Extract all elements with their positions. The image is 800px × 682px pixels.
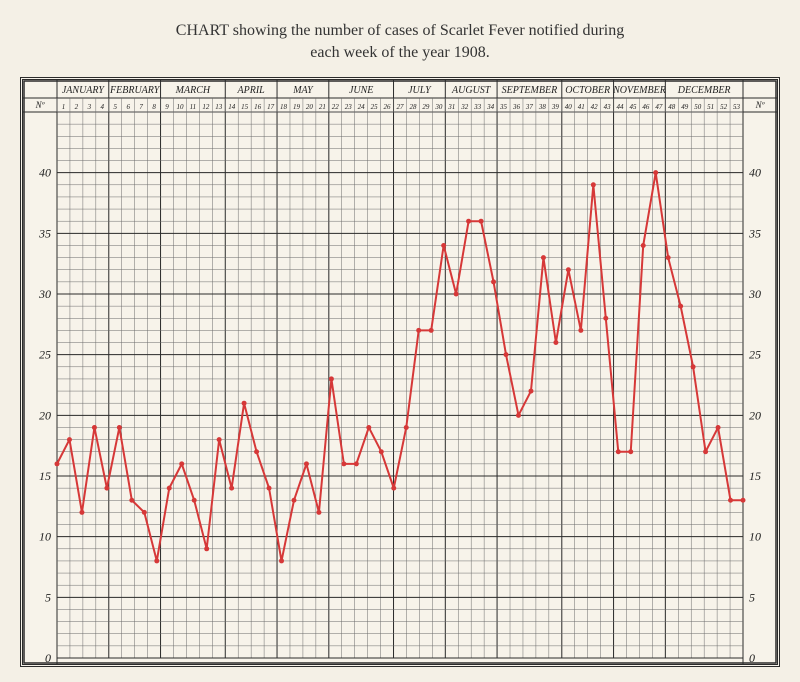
svg-text:35: 35 [38, 227, 51, 241]
svg-text:8: 8 [152, 103, 156, 111]
svg-text:JANUARY: JANUARY [62, 85, 105, 96]
svg-text:48: 48 [668, 103, 676, 111]
svg-text:16: 16 [254, 103, 261, 111]
svg-text:41: 41 [578, 103, 585, 111]
svg-text:17: 17 [267, 103, 275, 111]
svg-text:MAY: MAY [292, 85, 314, 96]
svg-text:14: 14 [228, 103, 236, 111]
svg-text:Nº: Nº [35, 100, 45, 110]
svg-text:40: 40 [39, 166, 51, 180]
svg-text:10: 10 [39, 530, 51, 544]
svg-text:31: 31 [447, 103, 455, 111]
svg-text:30: 30 [748, 287, 761, 301]
svg-text:35: 35 [748, 227, 761, 241]
svg-text:27: 27 [397, 103, 405, 111]
svg-text:JUNE: JUNE [349, 85, 373, 96]
svg-text:30: 30 [38, 287, 51, 301]
svg-text:7: 7 [139, 103, 143, 111]
svg-text:15: 15 [241, 103, 249, 111]
svg-text:1: 1 [62, 103, 65, 111]
svg-text:47: 47 [655, 103, 663, 111]
svg-text:52: 52 [720, 103, 728, 111]
svg-text:28: 28 [409, 103, 417, 111]
svg-text:34: 34 [486, 103, 495, 111]
svg-text:11: 11 [190, 103, 196, 111]
svg-text:36: 36 [512, 103, 521, 111]
svg-text:10: 10 [749, 530, 761, 544]
svg-text:DECEMBER: DECEMBER [677, 85, 731, 96]
svg-text:43: 43 [604, 103, 612, 111]
svg-text:SEPTEMBER: SEPTEMBER [502, 85, 558, 96]
svg-text:JULY: JULY [408, 85, 432, 96]
svg-text:35: 35 [499, 103, 508, 111]
svg-text:18: 18 [280, 103, 288, 111]
svg-text:Nº: Nº [755, 100, 765, 110]
svg-text:20: 20 [39, 409, 51, 423]
svg-text:20: 20 [749, 409, 761, 423]
svg-text:50: 50 [694, 103, 702, 111]
svg-text:13: 13 [215, 103, 223, 111]
svg-text:30: 30 [434, 103, 443, 111]
chart-title: CHART showing the number of cases of Sca… [80, 20, 720, 63]
svg-text:46: 46 [642, 103, 650, 111]
svg-text:44: 44 [617, 103, 625, 111]
svg-text:22: 22 [332, 103, 340, 111]
svg-text:25: 25 [39, 348, 51, 362]
svg-text:33: 33 [473, 103, 482, 111]
svg-text:24: 24 [358, 103, 366, 111]
svg-text:45: 45 [629, 103, 637, 111]
svg-text:6: 6 [126, 103, 130, 111]
svg-text:38: 38 [538, 103, 547, 111]
svg-text:25: 25 [371, 103, 379, 111]
svg-text:21: 21 [319, 103, 326, 111]
svg-text:4: 4 [101, 103, 105, 111]
svg-text:37: 37 [525, 103, 534, 111]
svg-text:15: 15 [39, 469, 51, 483]
svg-text:26: 26 [384, 103, 392, 111]
svg-text:20: 20 [306, 103, 314, 111]
svg-text:25: 25 [749, 348, 761, 362]
svg-text:FEBRUARY: FEBRUARY [109, 85, 161, 96]
svg-text:29: 29 [422, 103, 430, 111]
line-chart: Nº Nº JANUARY FEBRUARY MARCH APRIL MAY JUNE JULY… [23, 80, 777, 664]
svg-text:19: 19 [293, 103, 301, 111]
svg-text:42: 42 [591, 103, 599, 111]
svg-text:0: 0 [749, 651, 755, 664]
svg-text:53: 53 [733, 103, 741, 111]
svg-text:9: 9 [165, 103, 169, 111]
svg-text:3: 3 [87, 103, 92, 111]
svg-text:2: 2 [75, 103, 79, 111]
svg-text:AUGUST: AUGUST [451, 85, 492, 96]
title-line-1: CHART showing the number of cases of Sca… [176, 22, 624, 39]
svg-text:40: 40 [749, 166, 761, 180]
svg-text:12: 12 [202, 103, 210, 111]
svg-text:5: 5 [113, 103, 117, 111]
svg-text:NOVEMBER: NOVEMBER [612, 85, 666, 96]
svg-text:49: 49 [681, 103, 689, 111]
title-line-2: each week of the year 1908. [310, 44, 489, 61]
svg-text:39: 39 [551, 103, 560, 111]
svg-text:5: 5 [749, 591, 755, 605]
svg-text:32: 32 [460, 103, 469, 111]
chart-container: Nº Nº JANUARY FEBRUARY MARCH APRIL MAY JUNE JULY… [20, 77, 780, 667]
svg-text:51: 51 [707, 103, 714, 111]
svg-text:10: 10 [176, 103, 184, 111]
svg-text:15: 15 [749, 469, 761, 483]
svg-text:23: 23 [345, 103, 353, 111]
svg-text:MARCH: MARCH [175, 85, 211, 96]
svg-text:OCTOBER: OCTOBER [565, 85, 610, 96]
svg-text:5: 5 [45, 591, 51, 605]
svg-text:APRIL: APRIL [237, 85, 266, 96]
svg-text:0: 0 [45, 651, 51, 664]
svg-text:40: 40 [565, 103, 573, 111]
